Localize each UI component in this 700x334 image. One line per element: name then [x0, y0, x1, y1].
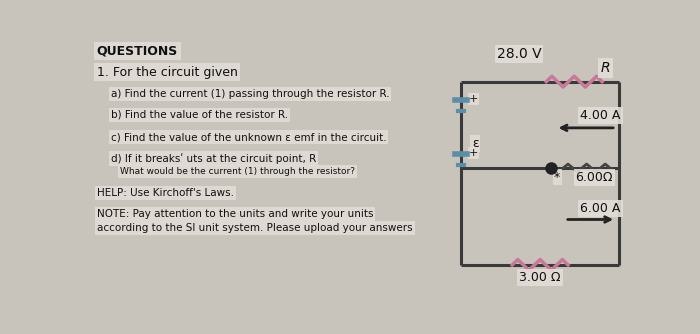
Text: NOTE: Pay attention to the units and write your units: NOTE: Pay attention to the units and wri… — [97, 209, 373, 219]
Text: +: + — [469, 95, 478, 104]
Text: 6.00 A: 6.00 A — [580, 202, 621, 215]
Text: 1. For the circuit given: 1. For the circuit given — [97, 66, 238, 79]
Text: d) If it breaksʹ uts at the circuit point, R: d) If it breaksʹ uts at the circuit poin… — [111, 153, 316, 164]
Text: a) Find the current (1) passing through the resistor R.: a) Find the current (1) passing through … — [111, 89, 389, 99]
Text: HELP: Use Kirchoff's Laws.: HELP: Use Kirchoff's Laws. — [97, 188, 234, 198]
Text: +: + — [469, 148, 478, 158]
Text: c) Find the value of the unknown ε emf in the circuit.: c) Find the value of the unknown ε emf i… — [111, 132, 386, 142]
Text: 28.0 V: 28.0 V — [497, 47, 541, 61]
Text: *: * — [554, 171, 560, 184]
Text: ε: ε — [472, 137, 479, 150]
Text: What would be the current (1) through the resistor?: What would be the current (1) through th… — [120, 167, 355, 176]
Text: b) Find the value of the resistor R.: b) Find the value of the resistor R. — [111, 110, 288, 120]
Text: R: R — [601, 61, 610, 75]
Text: according to the SI unit system. Please upload your answers: according to the SI unit system. Please … — [97, 223, 412, 233]
Text: QUESTIONS: QUESTIONS — [97, 44, 178, 57]
Text: 3.00 Ω: 3.00 Ω — [519, 271, 561, 284]
Text: 4.00 A: 4.00 A — [580, 109, 621, 122]
Text: 6.00Ω: 6.00Ω — [575, 171, 613, 184]
